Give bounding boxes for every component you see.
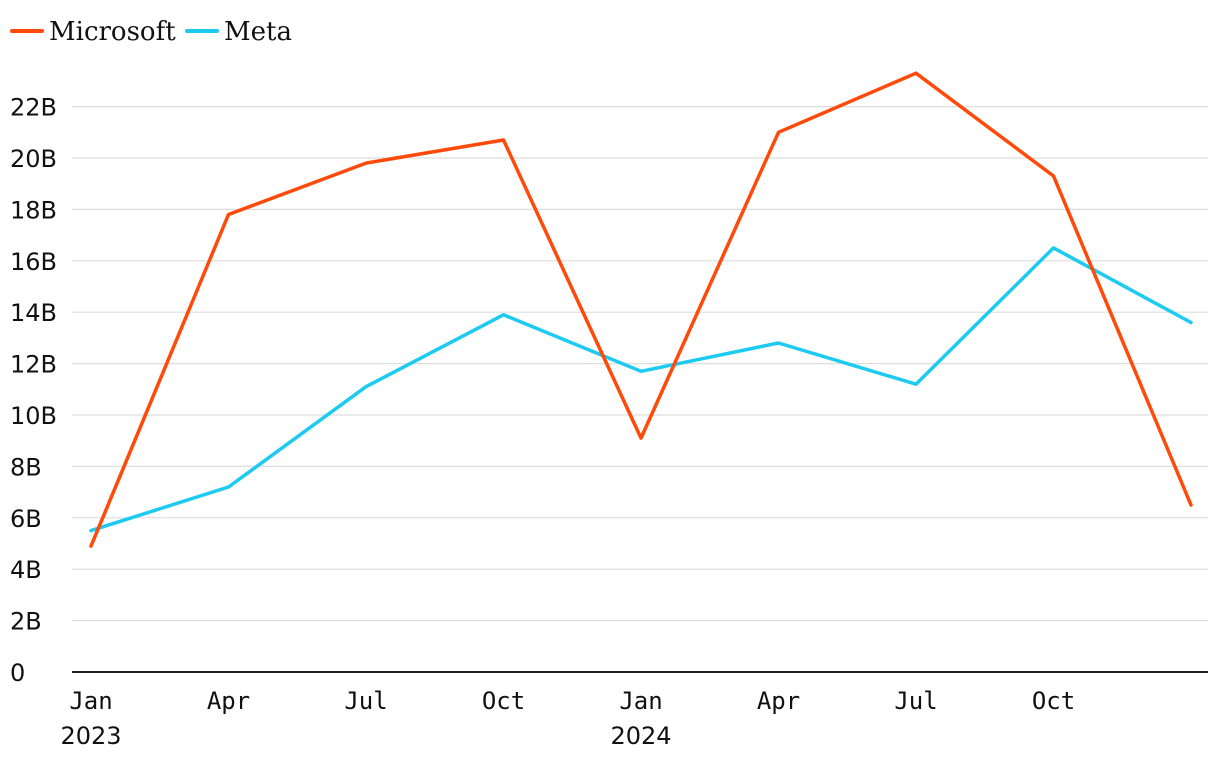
y-tick-label: 6B xyxy=(10,505,42,533)
x-tick-label: Oct xyxy=(1032,687,1075,715)
x-tick-label: Oct xyxy=(482,687,525,715)
x-tick-year-label: 2023 xyxy=(60,722,121,750)
y-tick-label: 20B xyxy=(10,145,57,173)
y-axis: 0 2B 4B 6B 8B 10B 12B 14B 16B 18B 20B 22B xyxy=(10,94,1208,687)
y-tick-label: 18B xyxy=(10,196,57,224)
x-axis: Jan 2023 Apr Jul Oct Jan 2024 Apr Jul Oct xyxy=(60,687,1075,750)
chart-legend: Microsoft Meta xyxy=(10,17,292,47)
x-tick-year-label: 2024 xyxy=(610,722,671,750)
series-line-microsoft xyxy=(89,71,1193,548)
legend-label-microsoft: Microsoft xyxy=(49,17,176,47)
y-tick-label: 0 xyxy=(10,659,25,687)
x-tick-label: Jan xyxy=(69,687,112,715)
chart-grid xyxy=(72,105,1208,622)
x-tick-label: Jan xyxy=(619,687,662,715)
legend-label-meta: Meta xyxy=(224,17,292,47)
y-tick-label: 4B xyxy=(10,556,42,584)
series-line-meta xyxy=(89,246,1193,533)
y-tick-label: 16B xyxy=(10,248,57,276)
y-tick-label: 22B xyxy=(10,94,57,122)
y-tick-label: 2B xyxy=(10,608,42,636)
x-tick-label: Apr xyxy=(757,687,800,715)
x-tick-label: Apr xyxy=(207,687,250,715)
y-tick-label: 14B xyxy=(10,299,57,327)
x-tick-label: Jul xyxy=(894,687,937,715)
y-tick-label: 8B xyxy=(10,453,42,481)
y-tick-label: 10B xyxy=(10,402,57,430)
x-tick-label: Jul xyxy=(344,687,387,715)
y-tick-label: 12B xyxy=(10,351,57,379)
chart-series xyxy=(89,71,1193,548)
